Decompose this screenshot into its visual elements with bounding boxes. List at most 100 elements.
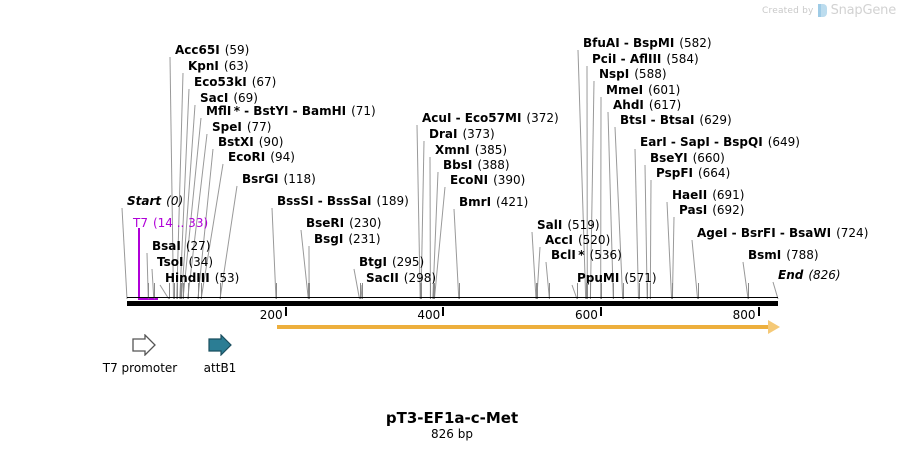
site-label-saci[interactable]: SacI (69) — [200, 92, 258, 104]
site-label-t7feat[interactable]: T7 (14 .. 33) — [133, 217, 208, 229]
site-position: (69) — [233, 91, 258, 105]
ruler-label-200: 200 — [259, 308, 283, 322]
restriction-tick-bsgi — [309, 283, 311, 299]
ruler-label-400: 400 — [417, 308, 441, 322]
site-label-bstxi[interactable]: BstXI (90) — [218, 136, 283, 148]
restriction-tick-acci — [536, 283, 538, 299]
site-label-bcli[interactable]: BclI * (536) — [551, 249, 622, 261]
restriction-tick-bsai — [148, 283, 150, 299]
site-label-bsrgi[interactable]: BsrGI (118) — [242, 173, 316, 185]
site-position: (372) — [526, 111, 559, 125]
site-label-tsoi[interactable]: TsoI (34) — [157, 256, 213, 268]
site-name: SacI — [200, 91, 229, 105]
site-name: T7 — [133, 216, 148, 230]
site-name: SpeI — [212, 120, 242, 134]
ruler-tick-400 — [442, 307, 445, 316]
site-name: BmrI — [459, 195, 492, 209]
site-label-bsgi[interactable]: BsgI (231) — [314, 233, 381, 245]
site-label-acui[interactable]: AcuI - Eco57MI (372) — [422, 112, 559, 124]
site-name: Acc65I — [175, 43, 220, 57]
site-label-ecori[interactable]: EcoRI (94) — [228, 151, 295, 163]
restriction-tick-saci — [181, 283, 183, 299]
site-label-bsssi[interactable]: BssSI - BssSaI (189) — [277, 195, 409, 207]
site-name: AgeI - BsrFI - BsaWI — [697, 226, 832, 240]
site-label-bsmi[interactable]: BsmI (788) — [748, 249, 819, 261]
site-label-spei[interactable]: SpeI (77) — [212, 121, 271, 133]
restriction-tick-bsssi — [276, 283, 277, 299]
site-label-ahdi[interactable]: AhdI (617) — [613, 99, 681, 111]
ruler-label-600: 600 — [574, 308, 598, 322]
site-label-ppumi[interactable]: PpuMI (571) — [577, 272, 657, 284]
ruler-tick-200 — [284, 307, 287, 316]
site-name: HaeII — [672, 188, 708, 202]
site-position: (388) — [477, 158, 510, 172]
site-label-agei[interactable]: AgeI - BsrFI - BsaWI (724) — [697, 227, 868, 239]
restriction-tick-pcii — [587, 283, 589, 299]
restriction-tick-bseyi — [647, 283, 649, 299]
site-position: (53) — [214, 271, 240, 285]
site-position: (90) — [258, 135, 284, 149]
site-name: BsrGI — [242, 172, 279, 186]
site-label-mmei[interactable]: MmeI (601) — [606, 84, 680, 96]
site-label-nspi[interactable]: NspI (588) — [599, 68, 667, 80]
site-name: PspFI — [656, 166, 693, 180]
site-name: BfuAI - BspMI — [583, 36, 675, 50]
restriction-tick-hindiii — [168, 283, 170, 299]
site-position: (664) — [697, 166, 731, 180]
restriction-tick-mfli — [183, 283, 184, 299]
site-label-pspfi[interactable]: PspFI (664) — [656, 167, 730, 179]
site-position: (582) — [679, 36, 712, 50]
site-label-start[interactable]: Start (0) — [127, 195, 183, 207]
site-position: (629) — [699, 113, 732, 127]
watermark-created-label: Created by — [762, 5, 814, 16]
restriction-tick-ahdi — [613, 283, 615, 299]
site-label-pasi[interactable]: PasI (692) — [679, 204, 744, 216]
site-label-btgi[interactable]: BtgI (295) — [359, 256, 424, 268]
restriction-tick-acui — [420, 283, 422, 299]
ruler-tick-800 — [757, 307, 760, 316]
site-label-haeii[interactable]: HaeII (691) — [672, 189, 745, 201]
site-position: (231) — [348, 232, 381, 246]
site-label-hindiii[interactable]: HindIII (53) — [165, 272, 239, 284]
site-position: (692) — [712, 203, 745, 217]
site-label-eco53ki[interactable]: Eco53kI (67) — [194, 76, 276, 88]
site-label-mfli[interactable]: MflI * - BstYI - BamHI (71) — [206, 105, 376, 117]
restriction-tick-agei — [697, 283, 699, 299]
restriction-tick-bstxi — [197, 283, 199, 299]
site-label-econi[interactable]: EcoNI (390) — [450, 174, 525, 186]
site-label-sali[interactable]: SalI (519) — [537, 219, 600, 231]
site-label-bsai[interactable]: BsaI (27) — [152, 240, 211, 252]
feature-label-t7-promoter: T7 promoter — [102, 361, 178, 375]
site-label-btsi[interactable]: BtsI - BtsaI (629) — [620, 114, 732, 126]
site-name: XmnI — [435, 143, 470, 157]
site-name: PciI - AflIII — [592, 52, 662, 66]
site-label-bbsi[interactable]: BbsI (388) — [443, 159, 510, 171]
site-label-xmni[interactable]: XmnI (385) — [435, 144, 507, 156]
site-label-bfuai[interactable]: BfuAI - BspMI (582) — [583, 37, 712, 49]
site-label-sacii[interactable]: SacII (298) — [366, 272, 436, 284]
site-label-acc65i[interactable]: Acc65I (59) — [175, 44, 249, 56]
restriction-tick-acc65i — [173, 283, 175, 299]
site-label-drai[interactable]: DraI (373) — [429, 128, 495, 140]
restriction-tick-pspfi — [650, 283, 652, 299]
site-label-acci[interactable]: AccI (520) — [545, 234, 610, 246]
site-name: MmeI — [606, 83, 644, 97]
site-position: (520) — [577, 233, 611, 247]
site-name: EcoRI — [228, 150, 266, 164]
site-name: PasI — [679, 203, 708, 217]
site-name: AcuI - Eco57MI — [422, 111, 522, 125]
site-name: Eco53kI — [194, 75, 247, 89]
site-position: (421) — [496, 195, 529, 209]
site-label-eari[interactable]: EarI - SapI - BspQI (649) — [640, 136, 800, 148]
site-label-bseyi[interactable]: BseYI (660) — [650, 152, 725, 164]
site-label-kpni[interactable]: KpnI (63) — [188, 60, 249, 72]
site-position: (617) — [648, 98, 682, 112]
site-position: (571) — [624, 271, 657, 285]
site-label-bmri[interactable]: BmrI (421) — [459, 196, 528, 208]
site-label-end[interactable]: End (826) — [778, 269, 841, 281]
watermark-brand-label: SnapGene — [830, 3, 897, 18]
site-label-pcii[interactable]: PciI - AflIII (584) — [592, 53, 699, 65]
site-label-bseri[interactable]: BseRI (230) — [306, 217, 381, 229]
restriction-tick-bseri — [308, 283, 310, 299]
restriction-tick-eari — [638, 283, 640, 299]
